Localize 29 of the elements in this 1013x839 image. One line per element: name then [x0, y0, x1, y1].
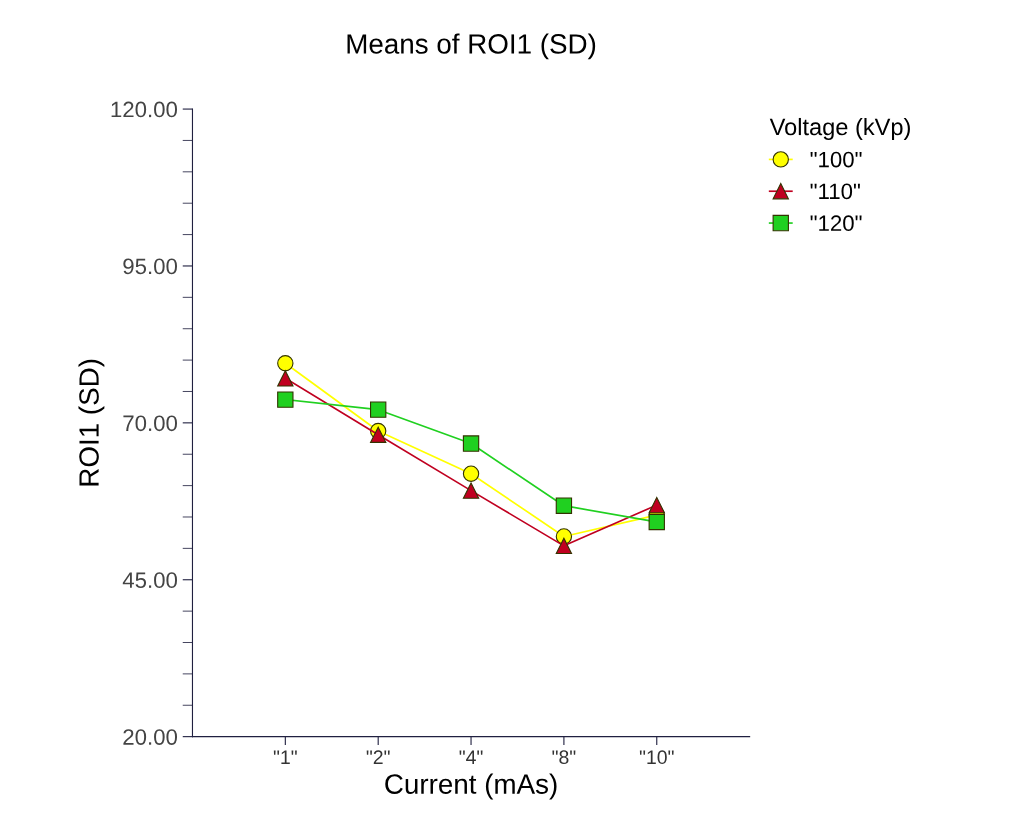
point [277, 391, 294, 408]
legend-label: "100" [810, 151, 862, 168]
y-tick-label: 45.00 [122, 572, 178, 589]
point [369, 426, 387, 443]
x-tick-label: "4" [459, 750, 483, 764]
y-tick-label: 70.00 [123, 415, 178, 432]
point [369, 401, 387, 418]
x-tick-label: "2" [366, 750, 390, 764]
legend-label: "120" [810, 215, 862, 232]
point [648, 513, 665, 531]
point [462, 482, 480, 499]
legend-title: Voltage (kVp) [769, 117, 910, 140]
x-tick-label: "8" [552, 750, 576, 765]
y-tick-label: 95.00 [123, 258, 178, 275]
point [277, 370, 294, 387]
y-tick-label: 120.00 [111, 101, 178, 118]
y-axis-title: ROI1 (SD) [78, 359, 105, 486]
point [555, 537, 573, 555]
point [648, 496, 665, 514]
chart-title: Means of ROI1 (SD) [347, 33, 596, 60]
x-tick-label: "1" [273, 750, 297, 764]
legend-label: "110" [810, 183, 860, 200]
point [462, 465, 480, 482]
point [277, 355, 294, 372]
x-tick-label: "10" [639, 750, 674, 765]
point [555, 497, 573, 514]
point [462, 435, 480, 452]
x-axis-title: Current (mAs) [385, 773, 557, 800]
y-tick-label: 20.00 [123, 729, 178, 745]
